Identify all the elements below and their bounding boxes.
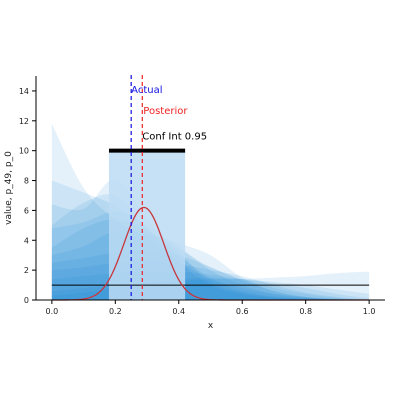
- x-tick-label-5: 1.0: [363, 307, 376, 316]
- y-tick-label-0: 0: [24, 296, 29, 305]
- y-axis-title: value, p_49, p_0: [4, 151, 14, 225]
- x-tick-label-3: 0.6: [236, 307, 249, 316]
- y-tick-label-4: 8: [24, 177, 29, 186]
- y-tick-label-1: 2: [24, 266, 29, 275]
- x-tick-label-0: 0.0: [45, 307, 58, 316]
- y-tick-label-2: 4: [24, 236, 29, 245]
- x-axis-ticks: 0.0 0.2 0.4 0.6 0.8 1.0: [45, 300, 376, 316]
- y-tick-label-6: 12: [19, 117, 29, 126]
- annotations: Actual Posterior Conf Int 0.95: [131, 85, 207, 143]
- x-tick-label-1: 0.2: [109, 307, 122, 316]
- conf-int-label: Conf Int 0.95: [142, 132, 207, 143]
- actual-label: Actual: [131, 85, 162, 96]
- y-tick-label-5: 10: [19, 147, 29, 156]
- confidence-interval: [108, 148, 186, 300]
- y-tick-label-3: 6: [24, 206, 29, 215]
- posterior-label: Posterior: [143, 106, 188, 117]
- conf-int-fill: [108, 150, 186, 300]
- y-axis-ticks: 0 2 4 6 8 10 12 14: [19, 87, 36, 305]
- axes: 0.0 0.2 0.4 0.6 0.8 1.0 0 2 4 6 8 10 12 14 x value, …: [4, 76, 385, 331]
- x-tick-label-4: 0.8: [299, 307, 312, 316]
- x-tick-label-2: 0.4: [172, 307, 185, 316]
- x-axis-title: x: [208, 321, 214, 331]
- sample-density-bands: [51, 123, 370, 300]
- y-tick-label-7: 14: [19, 87, 29, 96]
